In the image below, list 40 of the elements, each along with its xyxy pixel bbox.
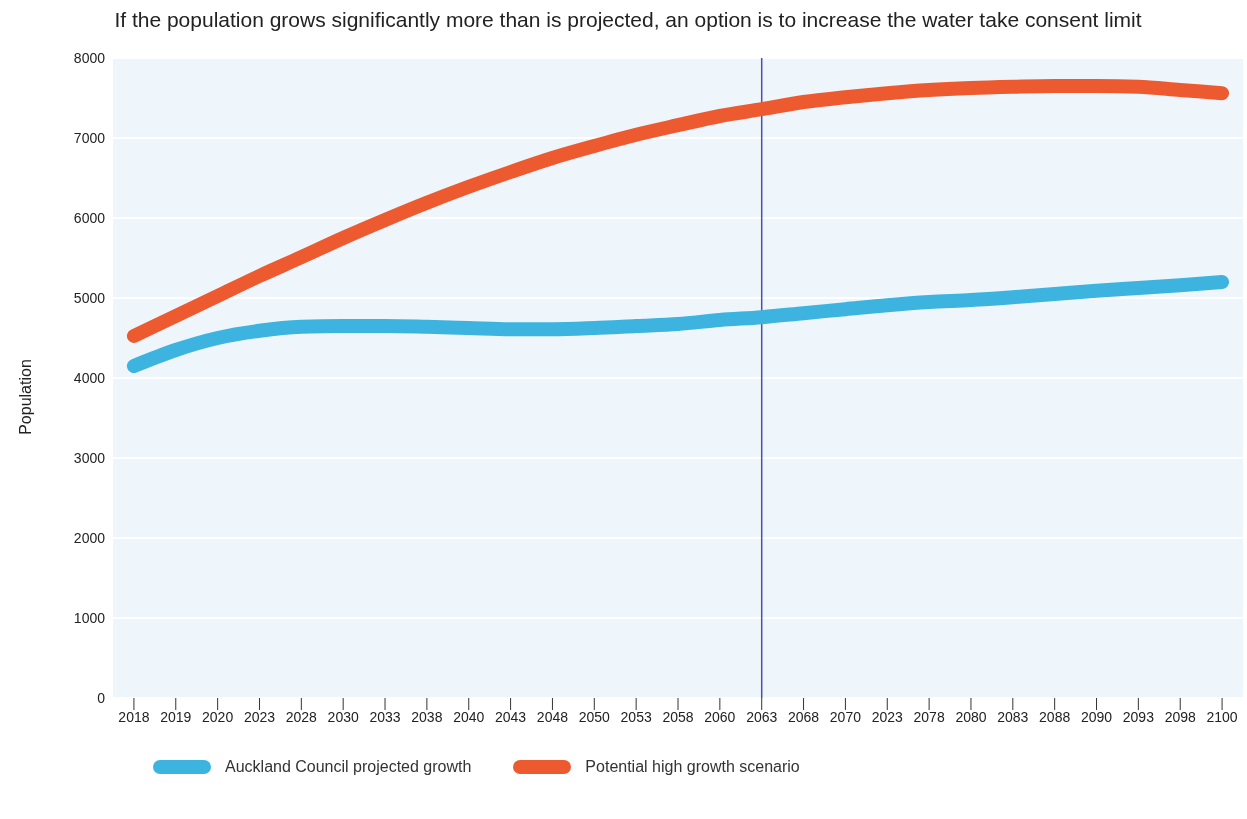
y-tick-label: 6000 — [73, 209, 106, 226]
x-tick-label: 2088 — [1039, 708, 1071, 725]
x-tick-label: 2063 — [746, 708, 778, 725]
y-tick-label: 1000 — [73, 609, 106, 626]
y-tick-label: 5000 — [73, 289, 106, 306]
x-tick-label: 2018 — [118, 708, 150, 725]
x-tick-label: 2038 — [411, 708, 443, 725]
x-tick-label: 2053 — [620, 708, 652, 725]
x-tick-label: 2028 — [285, 708, 318, 725]
y-tick-label: 2000 — [73, 529, 106, 546]
x-tick-label: 2090 — [1080, 708, 1113, 725]
x-tick-label: 2068 — [787, 708, 820, 725]
x-tick-label: 2043 — [495, 708, 527, 725]
legend-label: Auckland Council projected growth — [225, 758, 472, 776]
y-tick-label: 4000 — [73, 369, 106, 386]
y-axis-title: Population — [17, 358, 35, 437]
y-tick-label: 3000 — [73, 449, 106, 466]
y-tick-label: 7000 — [73, 129, 106, 146]
x-tick-label: 2100 — [1206, 708, 1238, 725]
x-tick-label: 2083 — [997, 708, 1029, 725]
x-tick-label: 2030 — [327, 708, 359, 725]
x-tick-label: 2020 — [202, 708, 234, 725]
y-tick-label: 0 — [97, 689, 106, 706]
x-tick-label: 2093 — [1122, 708, 1155, 725]
x-tick-label: 2023 — [871, 708, 904, 725]
x-tick-label: 2070 — [829, 708, 862, 725]
x-tick-label: 2078 — [913, 708, 945, 725]
x-tick-label: 2033 — [369, 708, 401, 725]
x-tick-label: 2058 — [662, 708, 694, 725]
x-tick-label: 2048 — [536, 708, 569, 725]
x-tick-label: 2050 — [578, 708, 611, 725]
x-tick-label: 2098 — [1164, 708, 1196, 725]
x-tick-label: 2019 — [160, 708, 192, 725]
y-tick-label: 8000 — [73, 49, 106, 66]
x-tick-label: 2080 — [955, 708, 987, 725]
legend-label: Potential high growth scenario — [585, 758, 800, 776]
x-tick-label: 2060 — [704, 708, 736, 725]
chart-title: If the population grows significantly more than is projected, an option is to increase the water take consent limit — [113, 8, 1143, 33]
x-tick-label: 2040 — [453, 708, 485, 725]
x-tick-label: 2023 — [243, 708, 276, 725]
